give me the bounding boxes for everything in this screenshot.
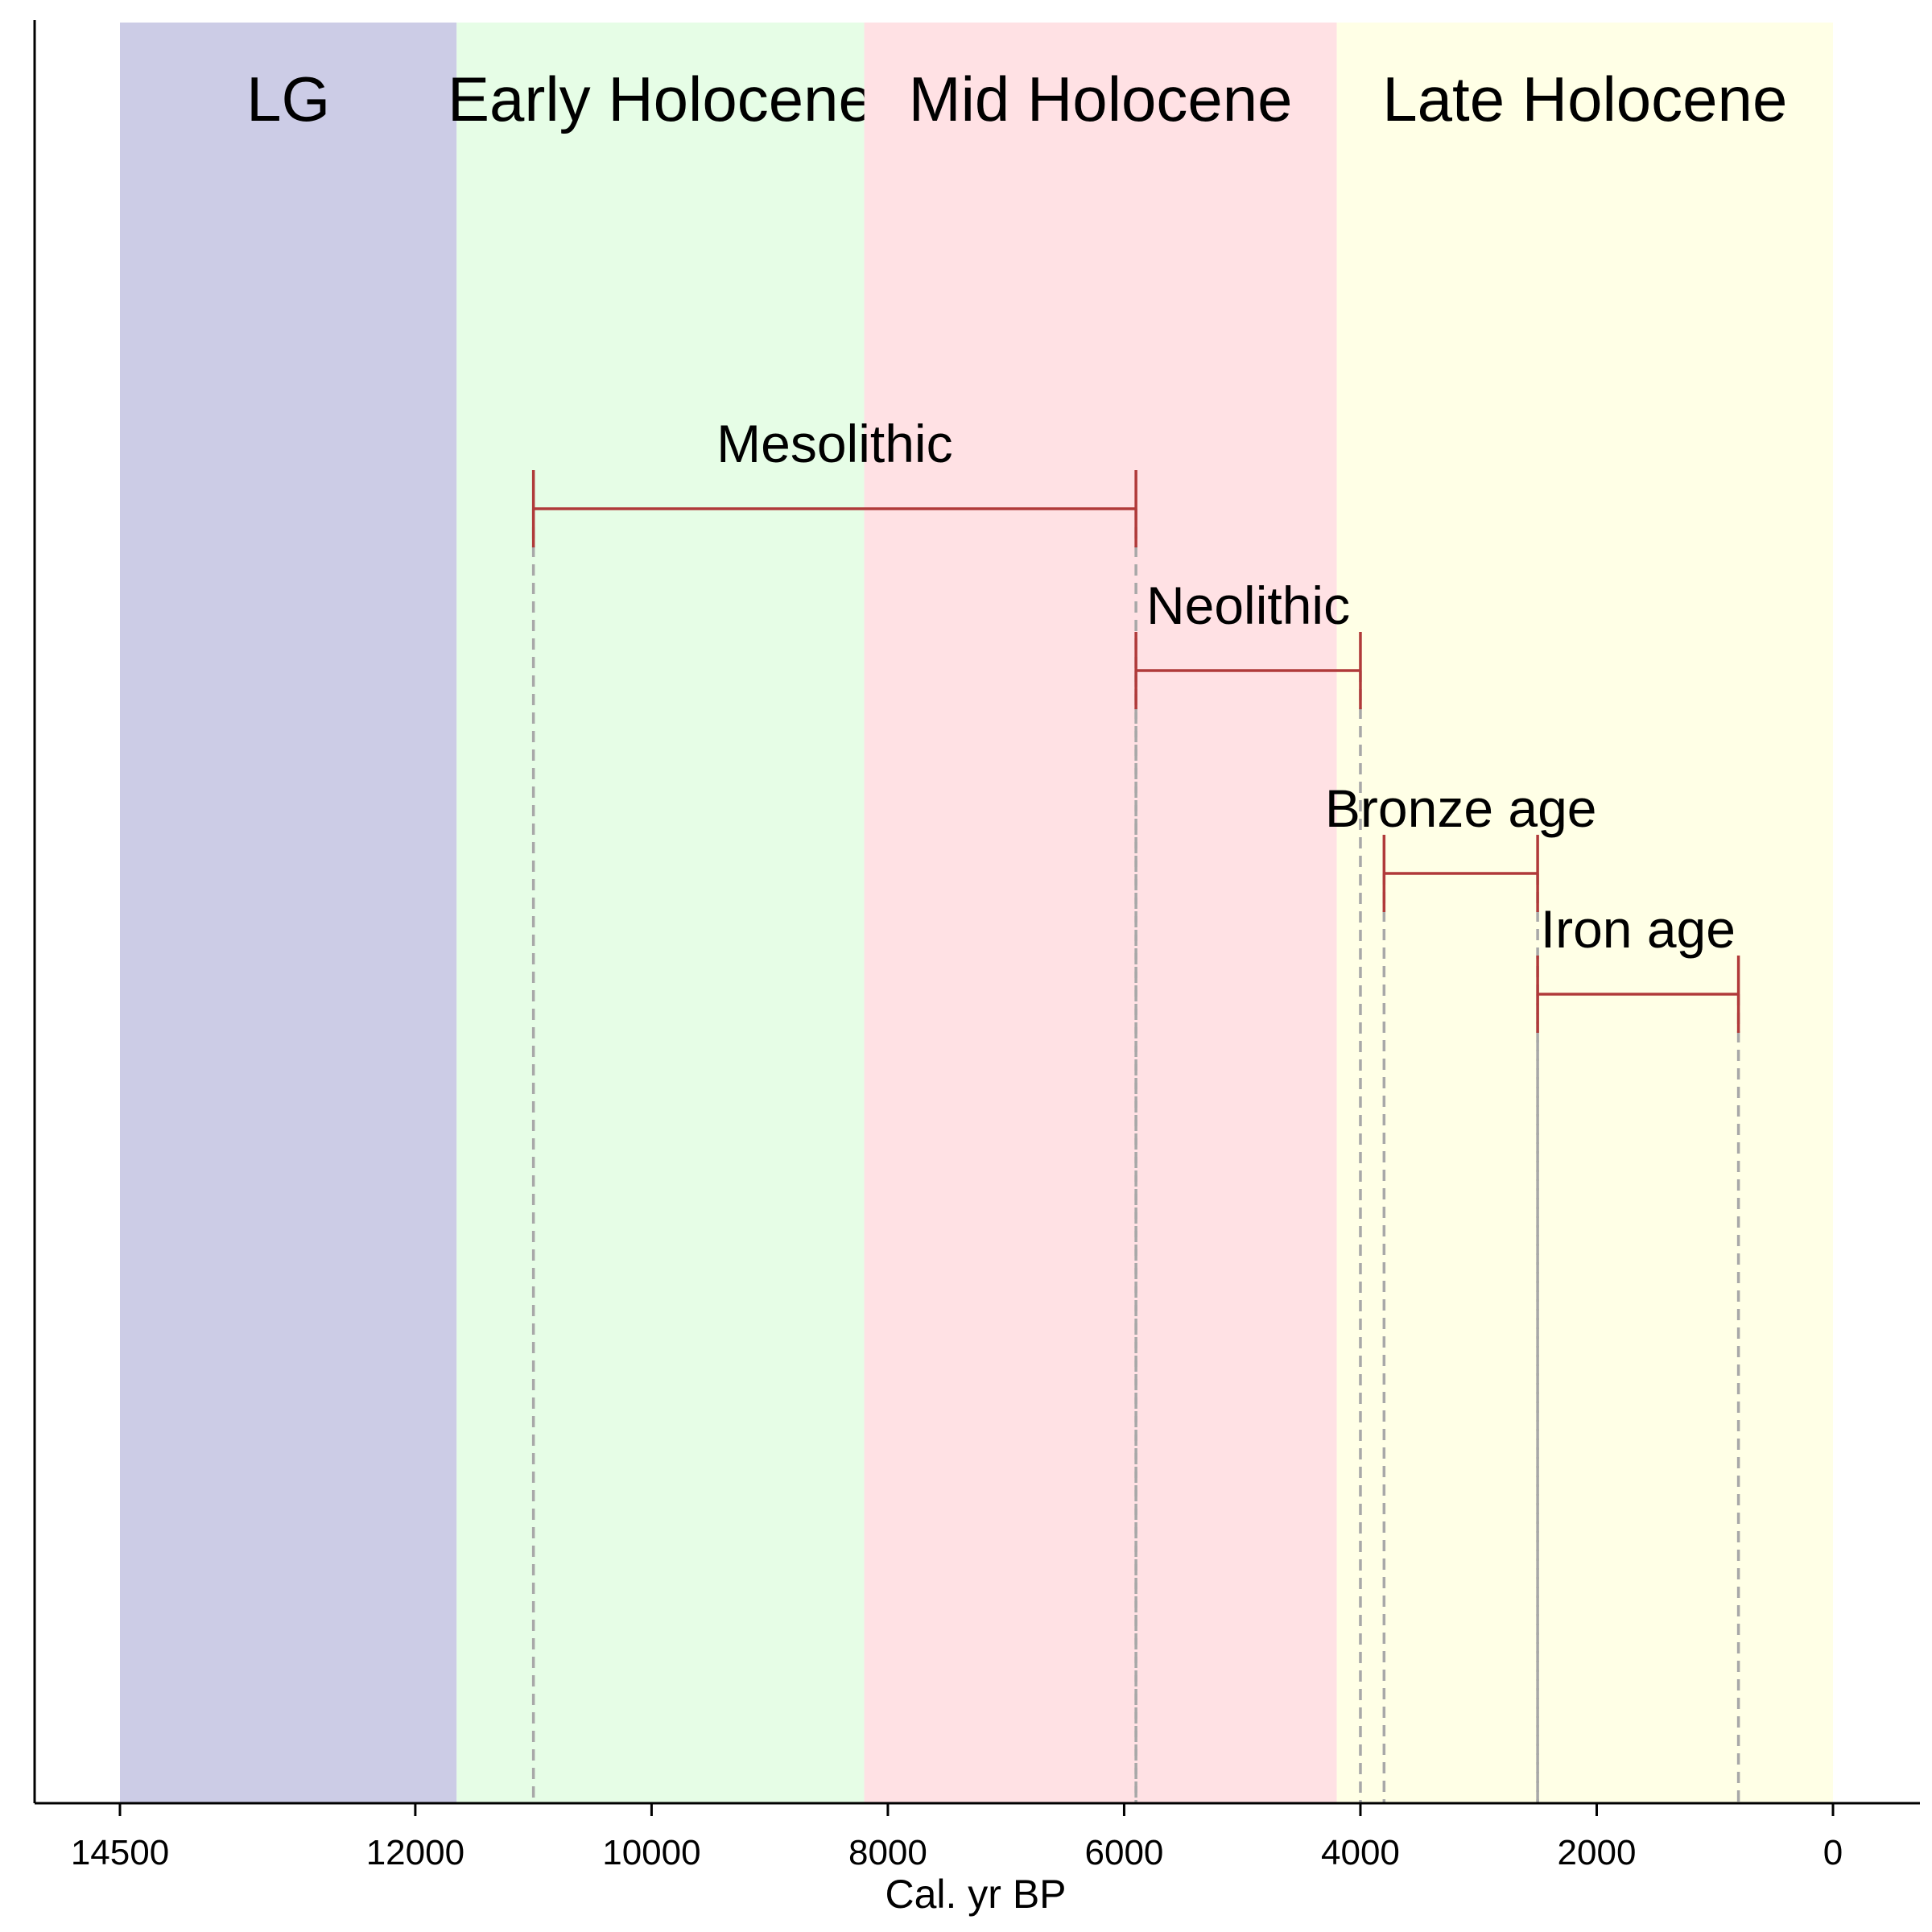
axes [33,20,1920,1805]
cultural-ranges: Mesolithic Neolithic Bronze age Iron age [531,414,1740,1033]
x-tick-label-6000: 6000 [1085,1833,1164,1872]
neolithic-label: Neolithic [1146,576,1350,635]
x-tick-label-14500: 14500 [71,1833,169,1872]
x-tick-label-8000: 8000 [848,1833,927,1872]
x-tick-label-10000: 10000 [602,1833,700,1872]
period-label-early-holocene: Early Holocene [448,64,873,134]
x-tick-label-2000: 2000 [1558,1833,1637,1872]
period-bands: LG Early Holocene Mid Holocene Late Holocen… [120,23,1833,1803]
period-band-early-holocene [456,23,865,1803]
period-band-lg [120,23,457,1803]
period-label-lg: LG [246,64,330,134]
x-tick-label-4000: 4000 [1321,1833,1400,1872]
x-tick-label-0: 0 [1823,1833,1843,1872]
x-ticks: 14500 12000 10000 8000 6000 4000 2000 0 [71,1803,1843,1872]
period-label-late-holocene: Late Holocene [1382,64,1787,134]
period-band-mid-holocene [864,23,1337,1803]
bronze-age-label: Bronze age [1325,778,1597,838]
period-band-late-holocene [1336,23,1833,1803]
mesolithic-label: Mesolithic [716,414,952,473]
x-tick-label-12000: 12000 [366,1833,464,1872]
iron-age-label: Iron age [1541,899,1736,959]
x-axis-label: Cal. yr BP [885,1872,1066,1917]
period-label-mid-holocene: Mid Holocene [909,64,1293,134]
